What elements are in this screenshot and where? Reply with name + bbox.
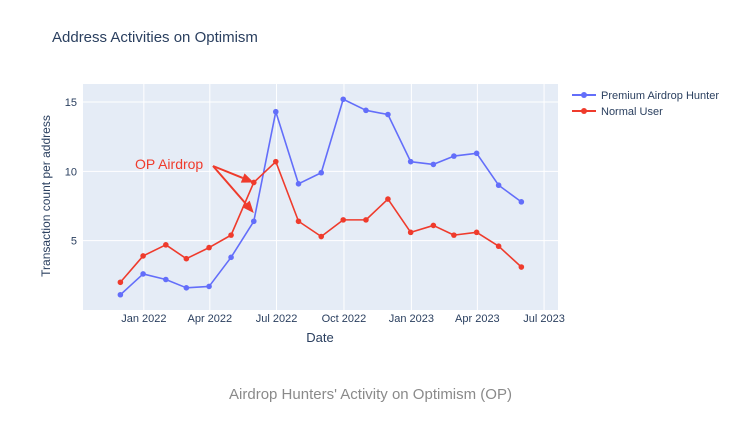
y-axis-ticks: 5 10 15 xyxy=(65,97,77,248)
data-point xyxy=(451,232,457,238)
y-axis-title: Transaction count per address xyxy=(39,115,53,277)
annotation-arrow-shaft xyxy=(212,165,244,179)
data-point xyxy=(340,217,347,223)
data-point xyxy=(295,218,302,225)
x-tick-label: Jul 2022 xyxy=(256,313,298,325)
data-point xyxy=(295,181,302,187)
x-axis-title: Date xyxy=(306,330,333,345)
data-point xyxy=(206,283,212,290)
grid-lines xyxy=(83,84,558,310)
annotation-arrow-shaft xyxy=(212,165,247,205)
legend[interactable]: Premium Airdrop Hunter Normal User xyxy=(572,90,719,118)
x-tick-label: Jan 2023 xyxy=(389,313,434,325)
data-point xyxy=(250,218,257,225)
data-point xyxy=(385,111,391,118)
data-point xyxy=(407,229,414,236)
line-chart: Address Activities on Optimism Jan 2022 A… xyxy=(39,29,719,345)
data-point xyxy=(183,255,190,262)
data-point xyxy=(518,199,525,205)
x-tick-label: Jan 2022 xyxy=(121,313,166,325)
data-point xyxy=(363,107,369,114)
data-point xyxy=(140,253,146,259)
series-layer xyxy=(117,96,525,298)
annotation-arrow-head xyxy=(242,200,254,213)
x-tick-label: Jul 2023 xyxy=(523,313,565,325)
data-point xyxy=(318,169,325,176)
legend-item[interactable]: Normal User xyxy=(572,106,663,118)
data-point xyxy=(340,96,347,103)
y-tick-label: 5 xyxy=(71,236,77,248)
legend-swatch-marker xyxy=(581,92,587,98)
data-point xyxy=(163,276,169,283)
data-point xyxy=(206,244,212,251)
data-point xyxy=(495,243,502,250)
data-point xyxy=(140,271,146,277)
annotation: OP Airdrop xyxy=(135,156,254,213)
data-point xyxy=(272,158,279,165)
x-tick-label: Apr 2022 xyxy=(187,313,232,325)
data-point xyxy=(451,153,457,159)
data-point xyxy=(117,279,124,286)
data-point xyxy=(430,161,437,168)
series-1 xyxy=(117,96,525,298)
annotation-arrow-head xyxy=(240,173,254,183)
data-point xyxy=(385,196,391,202)
legend-label: Normal User xyxy=(601,106,663,118)
data-point xyxy=(495,182,502,189)
data-point xyxy=(430,222,437,229)
y-tick-label: 15 xyxy=(65,97,77,109)
figure-caption: Airdrop Hunters' Activity on Optimism (O… xyxy=(229,386,512,403)
chart-title: Address Activities on Optimism xyxy=(52,29,258,46)
data-point xyxy=(163,242,169,248)
data-point xyxy=(228,232,234,238)
data-point xyxy=(183,285,190,291)
data-point xyxy=(228,254,234,261)
plot-background xyxy=(83,84,558,310)
data-point xyxy=(318,233,325,240)
data-point xyxy=(363,217,369,223)
legend-item[interactable]: Premium Airdrop Hunter xyxy=(572,90,719,102)
data-point xyxy=(473,150,480,157)
data-point xyxy=(117,291,124,298)
annotation-layer: OP Airdrop xyxy=(135,156,254,213)
data-point xyxy=(407,158,414,165)
series-2 xyxy=(117,158,525,286)
x-tick-label: Apr 2023 xyxy=(455,313,500,325)
data-point xyxy=(272,108,279,115)
legend-label: Premium Airdrop Hunter xyxy=(601,90,719,102)
annotation-label: OP Airdrop xyxy=(135,156,203,172)
data-point xyxy=(518,264,525,270)
legend-swatch-marker xyxy=(581,108,587,114)
x-tick-label: Oct 2022 xyxy=(322,313,367,325)
data-point xyxy=(473,229,480,236)
y-tick-label: 10 xyxy=(65,166,77,178)
x-axis-ticks: Jan 2022 Apr 2022 Jul 2022 Oct 2022 Jan 2023… xyxy=(121,313,565,325)
